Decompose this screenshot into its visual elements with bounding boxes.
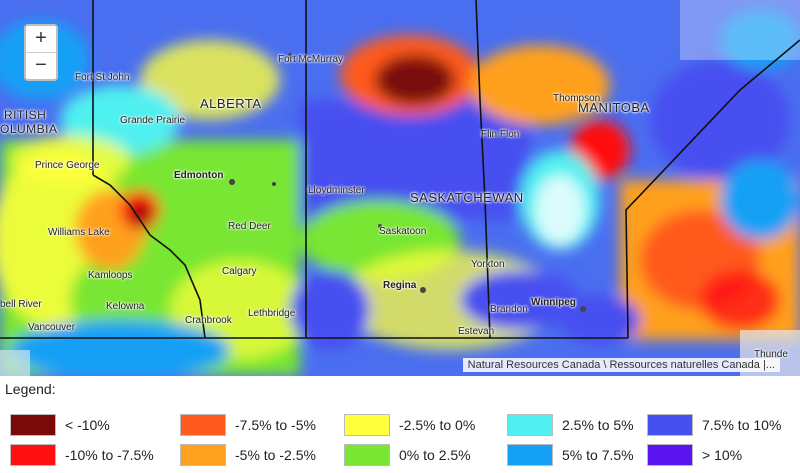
province-borders (0, 0, 800, 339)
map-view[interactable]: + − ALBERTA SASKATCHEWAN MANITOBA RITISH OLU… (0, 0, 800, 376)
legend-swatch (647, 444, 693, 466)
legend-item: -7.5% to -5% (180, 414, 316, 436)
legend-swatch (180, 414, 226, 436)
zoom-in-button[interactable]: + (26, 26, 56, 53)
province-label: ALBERTA (200, 96, 262, 111)
city-label: Brandon (490, 304, 528, 315)
legend-label: -2.5% to 0% (399, 417, 476, 433)
legend-item: 0% to 2.5% (344, 444, 471, 466)
city-label: Thunde (754, 349, 788, 360)
city-label: Grande Prairie (120, 115, 186, 126)
city-label: Regina (383, 280, 417, 291)
legend-label: 7.5% to 10% (702, 417, 782, 433)
city-label: Fort McMurray (278, 54, 343, 65)
city-label: Kelowna (106, 301, 145, 312)
city-label: Red Deer (228, 221, 271, 232)
anomaly-map-layer (0, 0, 800, 376)
map-attribution[interactable]: Natural Resources Canada \ Ressources na… (462, 358, 780, 372)
legend-item: -10% to -7.5% (10, 444, 154, 466)
legend-label: < -10% (65, 417, 110, 433)
legend-label: -10% to -7.5% (65, 447, 154, 463)
province-label: SASKATCHEWAN (410, 190, 524, 205)
city-label: Kamloops (88, 270, 133, 281)
legend-swatch (10, 444, 56, 466)
city-label: Yorkton (471, 259, 505, 270)
legend-item: 2.5% to 5% (507, 414, 634, 436)
legend-item: < -10% (10, 414, 110, 436)
legend-swatch (180, 444, 226, 466)
city-label: Williams Lake (48, 227, 110, 238)
city-label: Fort St John (75, 72, 130, 83)
legend-label: > 10% (702, 447, 743, 463)
legend-item: > 10% (647, 444, 742, 466)
city-label: Saskatoon (379, 226, 427, 237)
legend-item: 5% to 7.5% (507, 444, 634, 466)
anomaly-blobs (0, 10, 800, 376)
legend-label: -5% to -2.5% (235, 447, 316, 463)
city-label: Thompson (553, 93, 601, 104)
city-label: Prince George (35, 160, 100, 171)
city-label: Lethbridge (248, 308, 296, 319)
city-label: Edmonton (174, 170, 224, 181)
city-label: bell River (0, 299, 42, 310)
legend-label: -7.5% to -5% (235, 417, 316, 433)
legend-swatch (647, 414, 693, 436)
province-label: MANITOBA (578, 100, 650, 115)
legend-swatch (344, 444, 390, 466)
city-label: Calgary (222, 266, 257, 277)
city-label: Winnipeg (531, 297, 576, 308)
legend-swatch (344, 414, 390, 436)
legend-swatch (507, 444, 553, 466)
legend-title: Legend: (5, 381, 56, 397)
legend-label: 5% to 7.5% (562, 447, 634, 463)
city-label: Cranbrook (185, 315, 232, 326)
city-label: Estevan (458, 326, 495, 337)
legend: Legend: < -10% -10% to -7.5% -7.5% to -5% -… (0, 376, 800, 473)
zoom-control: + − (24, 24, 58, 81)
legend-item: 7.5% to 10% (647, 414, 781, 436)
legend-label: 0% to 2.5% (399, 447, 471, 463)
legend-item: -2.5% to 0% (344, 414, 475, 436)
legend-item: -5% to -2.5% (180, 444, 316, 466)
city-label: Vancouver (28, 322, 76, 333)
city-markers (229, 53, 586, 312)
province-label: OLUMBIA (0, 122, 58, 136)
zoom-out-button[interactable]: − (35, 54, 47, 76)
city-label: Flin Flon (481, 129, 520, 140)
legend-swatch (10, 414, 56, 436)
legend-label: 2.5% to 5% (562, 417, 634, 433)
city-label: Lloydminster (308, 185, 365, 196)
province-label: RITISH (4, 108, 47, 122)
legend-swatch (507, 414, 553, 436)
